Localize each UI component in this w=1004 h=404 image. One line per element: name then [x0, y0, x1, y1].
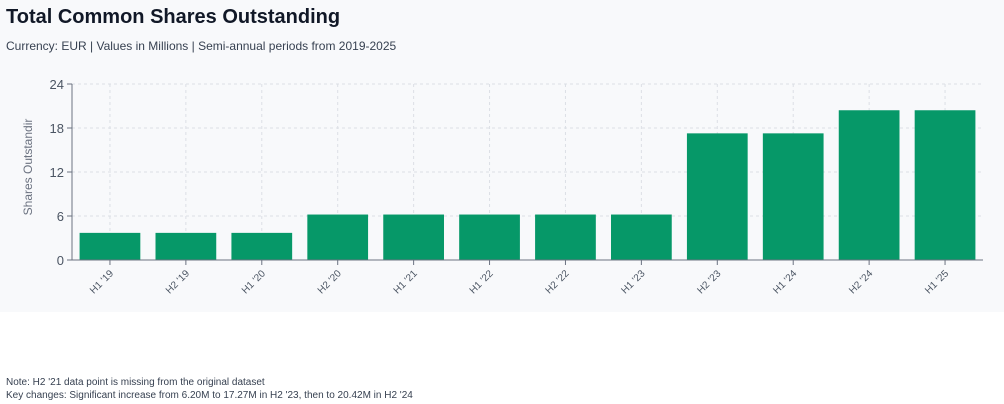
x-tick-label: H2 '20: [316, 268, 344, 296]
x-tick-label: H1 '20: [240, 268, 268, 296]
y-tick-label: 18: [50, 121, 64, 136]
x-tick-label: H1 '22: [468, 268, 496, 296]
x-tick-label: H1 '21: [392, 268, 420, 296]
x-tick-label: H2 '22: [544, 268, 572, 296]
x-tick-label: H2 '23: [695, 268, 723, 296]
bar-h2-23: [686, 133, 748, 260]
bar-h2-20: [307, 214, 369, 260]
bar-h1-24: [762, 133, 824, 260]
y-axis-label: Shares Outstandir: [21, 119, 35, 216]
bar-h2-22: [535, 214, 596, 260]
key-changes-note: Key changes: Significant increase from 6…: [6, 390, 413, 401]
bar-h2-24: [838, 110, 900, 261]
x-tick-label: H1 '25: [923, 268, 951, 296]
bar-h2-19: [155, 232, 217, 260]
y-tick-label: 12: [50, 165, 64, 180]
chart-subtitle: Currency: EUR | Values in Millions | Sem…: [6, 39, 397, 53]
bar-h1-23: [611, 214, 672, 260]
footnotes: Note: H2 '21 data point is missing from …: [6, 376, 413, 402]
bar-h1-22: [459, 214, 520, 260]
y-tick-label: 24: [50, 77, 64, 92]
chart-title: Total Common Shares Outstanding: [6, 6, 341, 28]
bar-h1-25: [914, 110, 976, 261]
x-tick-label: H2 '24: [847, 268, 875, 296]
x-tick-label: H1 '19: [88, 268, 116, 296]
missing-data-note: Note: H2 '21 data point is missing from …: [6, 377, 265, 388]
x-tick-label: H1 '24: [771, 268, 799, 296]
x-tick-label: H2 '19: [164, 268, 192, 296]
y-tick-label: 6: [57, 209, 64, 224]
x-tick-label: H1 '23: [619, 268, 647, 296]
bar-h1-21: [383, 214, 444, 260]
y-tick-label: 0: [57, 253, 64, 268]
bar-h1-20: [231, 232, 293, 260]
bar-chart: 0 6 12 18 24 H1 '19 H2 '19 H1 '20 H2 '20 H1 '21 H1…: [21, 77, 983, 296]
bar-h1-19: [79, 232, 141, 260]
